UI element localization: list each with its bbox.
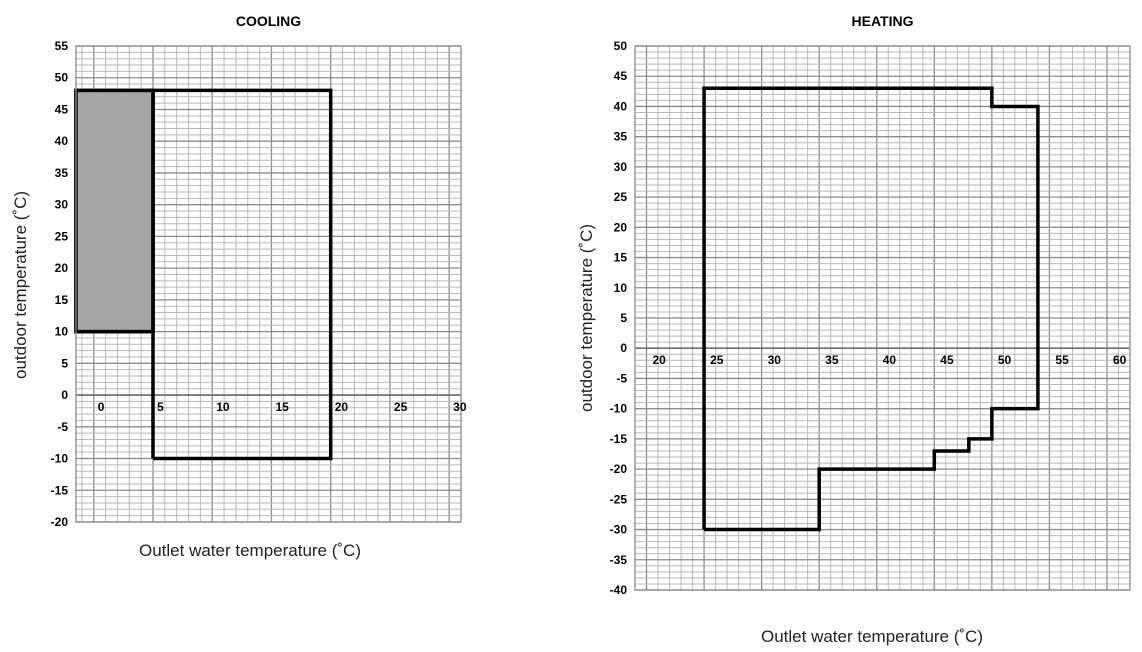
x-tick-label: 55 bbox=[1055, 353, 1069, 367]
y-axis-label: outdoor temperature (˚C) bbox=[577, 224, 596, 412]
x-tick-label: 45 bbox=[940, 353, 954, 367]
x-axis-label: Outlet water temperature (˚C) bbox=[139, 541, 361, 560]
x-tick-label: 50 bbox=[998, 353, 1012, 367]
x-tick-label: 25 bbox=[394, 400, 408, 414]
shaded-region-fill bbox=[74, 88, 155, 334]
y-tick-label: 0 bbox=[620, 341, 627, 355]
y-tick-label: -20 bbox=[610, 462, 628, 476]
y-tick-label: -40 bbox=[610, 583, 628, 597]
y-tick-label: 35 bbox=[55, 166, 69, 180]
y-tick-label: -30 bbox=[610, 523, 628, 537]
x-tick-label: 25 bbox=[710, 353, 724, 367]
y-tick-label: -10 bbox=[610, 402, 628, 416]
x-axis-label: Outlet water temperature (˚C) bbox=[761, 627, 983, 646]
y-tick-label: 10 bbox=[614, 281, 628, 295]
y-tick-label: 25 bbox=[614, 190, 628, 204]
y-tick-label: 20 bbox=[614, 220, 628, 234]
chart-title: COOLING bbox=[236, 13, 301, 29]
heating-chart: 50454035302520151050-5-10-15-20-25-30-35… bbox=[577, 13, 1131, 646]
y-tick-label: 40 bbox=[614, 99, 628, 113]
x-tick-label: 60 bbox=[1113, 353, 1127, 367]
y-tick-label: -15 bbox=[51, 483, 69, 497]
y-tick-label: 0 bbox=[61, 388, 68, 402]
grid bbox=[634, 45, 1131, 591]
y-tick-label: -25 bbox=[610, 492, 628, 506]
y-tick-label: 40 bbox=[55, 134, 69, 148]
x-tick-label: 30 bbox=[453, 400, 467, 414]
y-tick-label: 45 bbox=[614, 69, 628, 83]
x-tick-label: 40 bbox=[883, 353, 897, 367]
y-tick-label: -5 bbox=[57, 420, 68, 434]
plot-frame bbox=[634, 45, 1131, 591]
y-tick-label: 50 bbox=[614, 39, 628, 53]
x-tick-label: 15 bbox=[275, 400, 289, 414]
x-tick-label: 5 bbox=[157, 400, 164, 414]
y-tick-label: -35 bbox=[610, 553, 628, 567]
y-tick-label: 55 bbox=[55, 39, 69, 53]
x-tick-label: 30 bbox=[768, 353, 782, 367]
y-tick-label: 5 bbox=[620, 311, 627, 325]
y-tick-label: 45 bbox=[55, 102, 69, 116]
x-tick-label: 0 bbox=[98, 400, 105, 414]
x-tick-label: 10 bbox=[216, 400, 230, 414]
y-tick-label: 15 bbox=[55, 293, 69, 307]
y-tick-label: -20 bbox=[51, 515, 69, 529]
y-tick-label: 30 bbox=[614, 160, 628, 174]
operating-envelope-line bbox=[702, 86, 1040, 532]
y-tick-label: 30 bbox=[55, 198, 69, 212]
operating-envelope-line bbox=[151, 88, 333, 461]
y-tick-label: -5 bbox=[616, 371, 627, 385]
chart-title: HEATING bbox=[852, 13, 914, 29]
y-tick-label: 15 bbox=[614, 251, 628, 265]
y-tick-label: 25 bbox=[55, 229, 69, 243]
y-tick-label: 5 bbox=[61, 356, 68, 370]
y-tick-label: 20 bbox=[55, 261, 69, 275]
y-axis-label: outdoor temperature (˚C) bbox=[11, 191, 30, 379]
x-tick-label: 20 bbox=[653, 353, 667, 367]
x-tick-label: 20 bbox=[335, 400, 349, 414]
y-tick-label: 50 bbox=[55, 71, 69, 85]
y-tick-label: -10 bbox=[51, 452, 69, 466]
x-tick-label: 35 bbox=[825, 353, 839, 367]
y-tick-label: -15 bbox=[610, 432, 628, 446]
y-tick-label: 35 bbox=[614, 130, 628, 144]
y-tick-label: 10 bbox=[55, 325, 69, 339]
plot-frame bbox=[75, 45, 462, 523]
